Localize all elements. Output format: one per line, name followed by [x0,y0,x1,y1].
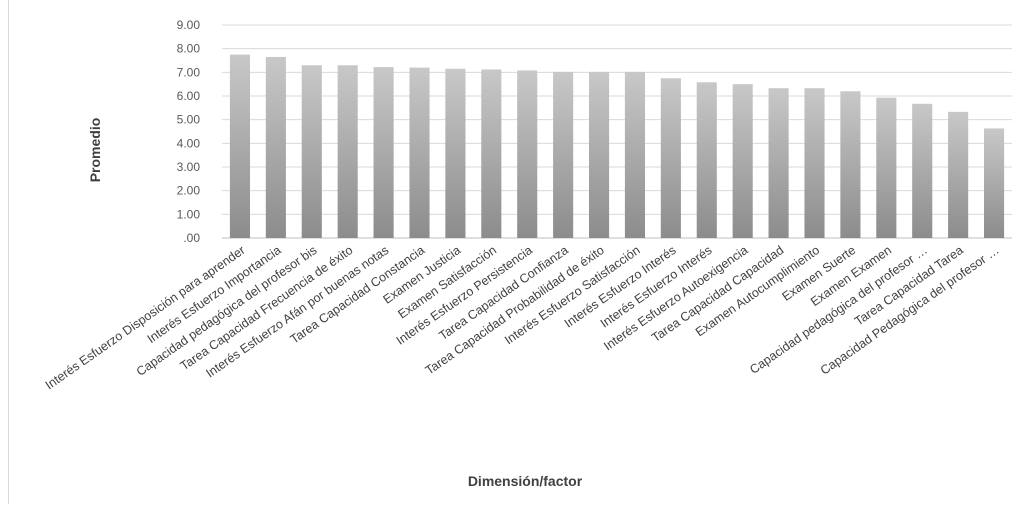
bar [301,65,322,238]
y-tick-label: .00 [183,231,200,245]
bar [660,78,681,238]
bar [624,71,646,238]
bar [373,67,394,238]
bar [229,54,251,239]
bar [517,70,538,238]
bar [732,84,753,239]
bar [696,82,717,238]
bar [804,88,825,238]
bar [912,103,933,238]
bar [409,67,430,238]
chart-frame [8,0,1017,504]
bar [588,71,610,238]
bar [840,91,861,239]
bar [481,69,502,238]
y-tick-label: 3.00 [177,160,201,174]
bar [948,111,969,238]
x-axis-category-labels: Interés Esfuerzo Disposición para aprend… [43,243,1002,392]
y-tick-label: 9.00 [177,18,201,32]
y-tick-label: 5.00 [177,113,201,127]
y-axis-ticks: .00 1.00 2.00 3.00 4.00 5.00 6.00 7.00 8.00 9.00 [177,18,201,245]
bar [876,97,897,238]
y-tick-label: 7.00 [177,65,201,79]
y-tick-label: 2.00 [177,184,201,198]
x-axis-title: Dimensión/factor [468,473,583,489]
bar [265,56,286,239]
bar [553,71,574,238]
y-tick-label: 1.00 [177,207,201,221]
y-tick-label: 4.00 [177,136,201,150]
y-tick-label: 8.00 [177,42,201,56]
bars [229,54,1005,239]
bar [445,68,466,239]
bar [337,65,358,238]
y-tick-label: 6.00 [177,89,201,103]
bar [983,128,1005,238]
bar [768,88,789,238]
y-axis-title: Promedio [87,118,103,183]
